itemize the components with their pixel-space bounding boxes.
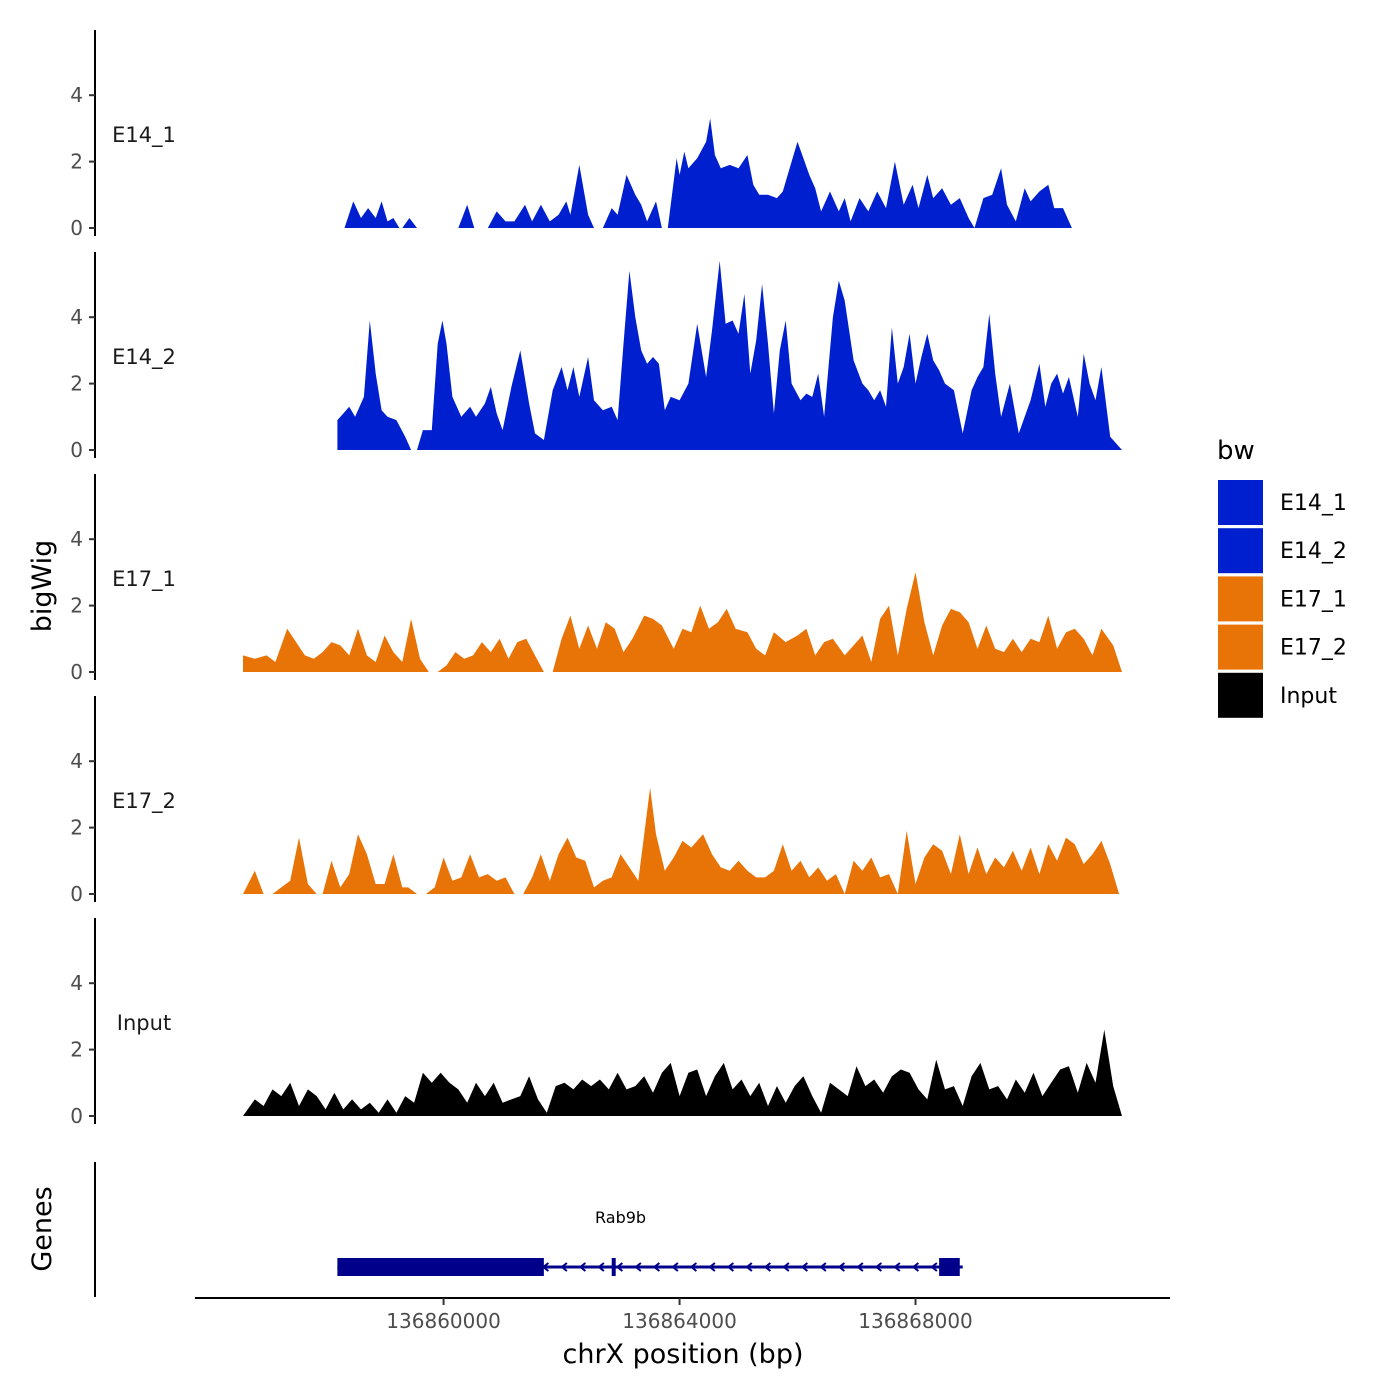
track-label-e14-2: E14_2 [112, 345, 176, 370]
legend-item-e17-2: E17_2 [1218, 624, 1347, 670]
y-tick-label: 4 [70, 749, 83, 773]
y-tick-label: 2 [70, 1038, 83, 1062]
legend-label: Input [1280, 684, 1337, 709]
track-e14-2: 0 2 4 E14_2 [70, 252, 1122, 462]
legend-label: E14_1 [1280, 491, 1347, 516]
track-e17-2: 0 2 4 E17_2 [70, 696, 1120, 906]
y-tick-label: 2 [70, 594, 83, 618]
gene-exon [337, 1258, 544, 1276]
signal-area-e17-1 [243, 572, 1122, 672]
track-e17-1: 0 2 4 E17_1 [70, 474, 1122, 684]
track-label-e14-1: E14_1 [112, 123, 176, 148]
legend-item-e14-2: E14_2 [1218, 528, 1347, 574]
strand-arrow-icon [874, 1262, 883, 1272]
strand-arrow-icon [615, 1262, 624, 1272]
y-tick-label: 4 [70, 83, 83, 107]
strand-arrow-icon [578, 1262, 587, 1272]
gene-rab9b: Rab9b [337, 1208, 963, 1276]
strand-arrow-icon [726, 1262, 735, 1272]
x-axis-title: chrX position (bp) [562, 1339, 803, 1370]
strand-arrow-icon [856, 1262, 864, 1272]
strand-arrow-icon [911, 1262, 920, 1272]
legend: bw E14_1 E14_2 E17_1 E17_2 Input [1217, 436, 1347, 718]
y-tick-label: 4 [70, 971, 83, 995]
strand-arrow-icon [708, 1262, 716, 1272]
y-tick-label: 0 [70, 216, 83, 240]
legend-swatch [1218, 480, 1263, 525]
strand-arrow-icon [597, 1262, 605, 1272]
track-label-e17-2: E17_2 [112, 789, 176, 814]
strand-arrow-icon [930, 1262, 938, 1272]
gene-exon [939, 1258, 960, 1276]
signal-area-e14-1 [344, 118, 1072, 228]
x-tick-label: 136860000 [386, 1309, 501, 1333]
strand-arrow-icon [671, 1262, 679, 1272]
x-axis-ticks: 136860000 136864000 136868000 [386, 1298, 973, 1333]
y-tick-label: 0 [70, 882, 83, 906]
strand-arrow-icon [745, 1262, 753, 1272]
gene-exon [611, 1258, 616, 1276]
strand-arrow-icon [819, 1262, 827, 1272]
strand-arrow-icon [763, 1262, 772, 1272]
legend-label: E17_1 [1280, 587, 1347, 612]
legend-swatch [1218, 624, 1263, 670]
strand-arrow-icon [893, 1262, 901, 1272]
y-tick-label: 2 [70, 816, 83, 840]
signal-area-e17-2 [243, 787, 1120, 894]
x-axis: 136860000 136864000 136868000 chrX positio… [195, 1297, 1170, 1370]
legend-item-input: Input [1218, 672, 1337, 718]
track-label-input: Input [117, 1011, 171, 1035]
strand-arrow-icon [634, 1262, 642, 1272]
x-tick-label: 136864000 [622, 1309, 737, 1333]
strand-arrow-icon [652, 1262, 661, 1272]
legend-items: E14_1 E14_2 E17_1 E17_2 Input [1218, 480, 1347, 718]
track-input: 0 2 4 Input [70, 918, 1122, 1128]
y-axis-title: bigWig [27, 540, 58, 633]
legend-label: E14_2 [1280, 539, 1347, 564]
y-tick-label: 0 [70, 438, 83, 462]
strand-arrow-icon [837, 1262, 846, 1272]
strand-arrow-icon [560, 1262, 568, 1272]
legend-item-e14-1: E14_1 [1218, 480, 1347, 525]
gene-panel: Rab9b [94, 1162, 963, 1297]
legend-swatch [1218, 528, 1263, 574]
track-label-e17-1: E17_1 [112, 567, 176, 592]
legend-label: E17_2 [1280, 636, 1347, 661]
y-tick-label: 0 [70, 1104, 83, 1128]
y-tick-label: 4 [70, 527, 83, 551]
y-tick-label: 0 [70, 660, 83, 684]
y-tick-label: 2 [70, 150, 83, 174]
legend-item-e17-1: E17_1 [1218, 576, 1347, 622]
y-tick-label: 2 [70, 372, 83, 396]
legend-swatch [1218, 672, 1263, 718]
gene-name-label: Rab9b [595, 1208, 646, 1227]
strand-arrow-icon [800, 1262, 809, 1272]
y-tick-label: 4 [70, 305, 83, 329]
legend-swatch [1218, 576, 1263, 622]
strand-arrow-icon [782, 1262, 790, 1272]
signal-area-input [243, 1029, 1122, 1116]
signal-tracks: 0 2 4 E14_1 0 2 4 E14_2 0 2 4 E17_1 0 2 4 E17_2 0 2 4 Input [70, 30, 1122, 1128]
track-e14-1: 0 2 4 E14_1 [70, 30, 1072, 240]
legend-title: bw [1217, 436, 1255, 466]
genes-panel-title: Genes [27, 1186, 58, 1271]
strand-arrow-icon [689, 1262, 698, 1272]
signal-area-e14-2 [337, 260, 1122, 450]
x-tick-label: 136868000 [858, 1309, 973, 1333]
